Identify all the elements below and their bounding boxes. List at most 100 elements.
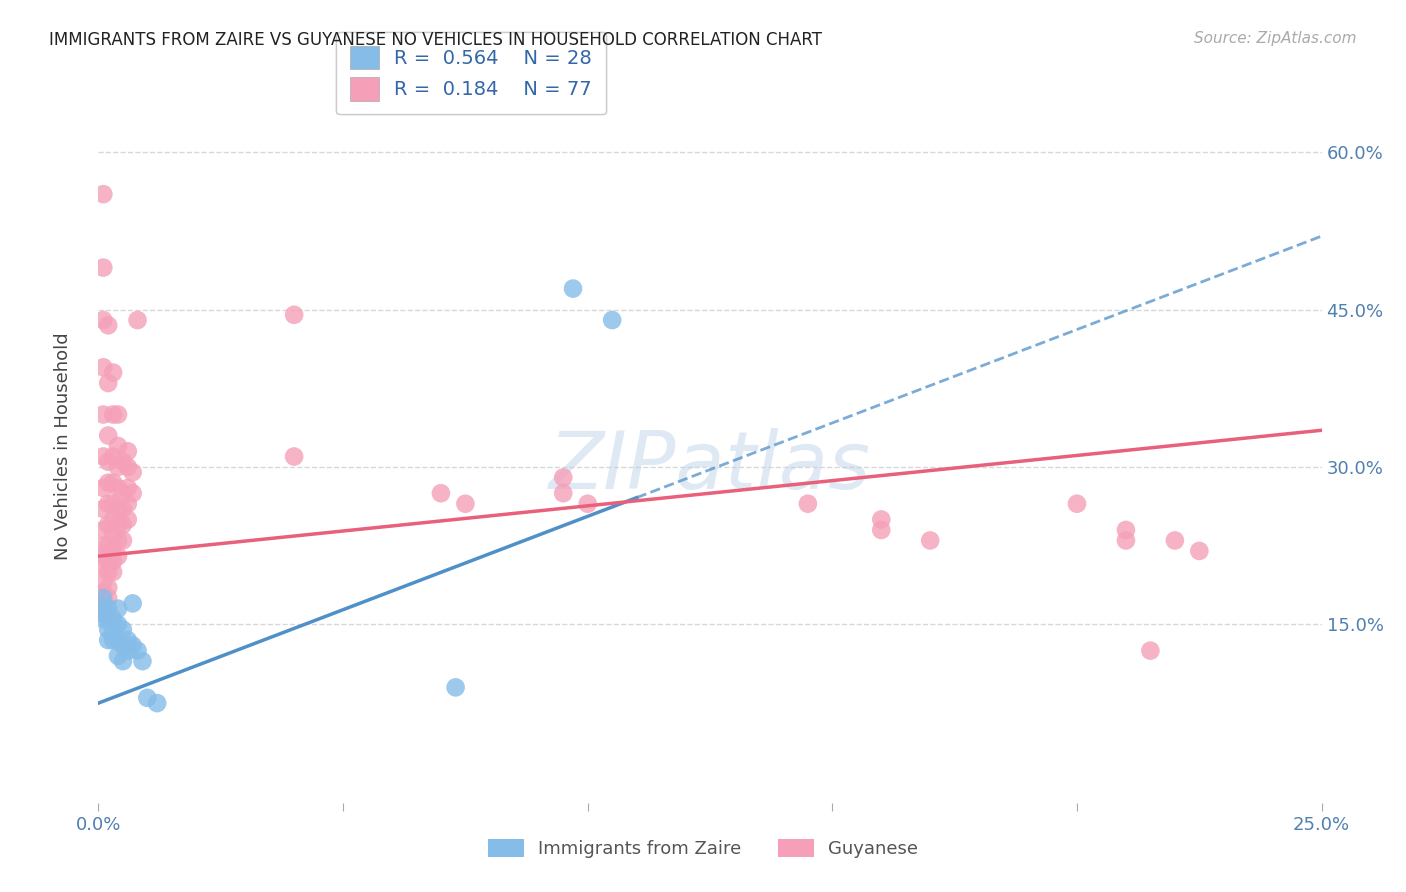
Point (101, 366, 124, 380)
Point (870, 523, 893, 537)
Point (430, 486, 453, 500)
Point (121, 486, 143, 500)
Point (870, 512, 893, 526)
Point (1066, 497, 1088, 511)
Point (101, 554, 124, 568)
Point (797, 497, 820, 511)
Point (111, 517, 134, 532)
Point (1115, 533, 1137, 548)
Point (107, 439, 129, 453)
Point (107, 481, 129, 495)
Point (97, 565, 120, 579)
Point (283, 450, 305, 464)
Point (107, 648, 129, 663)
Point (111, 654, 134, 668)
Point (444, 681, 467, 695)
Point (111, 533, 134, 548)
Point (91, 450, 114, 464)
Point (107, 460, 129, 475)
Point (97, 539, 120, 553)
Point (91, 586, 114, 600)
Point (97, 612, 120, 626)
Point (97, 633, 120, 648)
Point (107, 517, 129, 532)
Point (101, 475, 124, 490)
Point (91, 591, 114, 606)
Point (101, 612, 124, 626)
Point (1188, 544, 1211, 558)
Point (121, 465, 143, 479)
Point (1139, 643, 1161, 657)
Point (97, 376, 120, 390)
Point (97, 554, 120, 568)
Point (97, 475, 120, 490)
Point (97, 318, 120, 333)
Point (91, 549, 114, 564)
Point (91, 408, 114, 422)
Point (97, 601, 120, 615)
Point (1164, 533, 1187, 548)
Point (117, 444, 139, 458)
Point (107, 549, 129, 564)
Point (101, 450, 124, 464)
Point (97, 623, 120, 637)
Point (97, 581, 120, 595)
Point (91, 612, 114, 626)
Point (562, 282, 585, 296)
Point (91, 596, 114, 610)
Point (146, 696, 169, 710)
Text: Source: ZipAtlas.com: Source: ZipAtlas.com (1194, 31, 1357, 46)
Point (97, 455, 120, 469)
Point (121, 639, 143, 653)
Point (117, 481, 139, 495)
Point (553, 486, 575, 500)
Point (1115, 523, 1137, 537)
Point (101, 633, 124, 648)
Point (101, 565, 124, 579)
Point (101, 623, 124, 637)
Point (91, 313, 114, 327)
Legend: Immigrants from Zaire, Guyanese: Immigrants from Zaire, Guyanese (481, 831, 925, 865)
Point (91, 575, 114, 590)
Point (101, 408, 124, 422)
Point (600, 313, 623, 327)
Point (111, 455, 134, 469)
Point (111, 639, 134, 653)
Point (91, 360, 114, 375)
Point (101, 528, 124, 542)
Point (136, 690, 159, 705)
Point (121, 596, 143, 610)
Point (107, 617, 129, 632)
Point (107, 408, 129, 422)
Point (576, 497, 599, 511)
Point (107, 533, 129, 548)
Point (117, 512, 139, 526)
Text: ZIPatlas: ZIPatlas (548, 428, 872, 507)
Legend: R =  0.564    N = 28, R =  0.184    N = 77: R = 0.564 N = 28, R = 0.184 N = 77 (336, 32, 606, 114)
Point (283, 308, 305, 322)
Point (454, 497, 477, 511)
Point (97, 591, 120, 606)
Text: IMMIGRANTS FROM ZAIRE VS GUYANESE NO VEHICLES IN HOUSEHOLD CORRELATION CHART: IMMIGRANTS FROM ZAIRE VS GUYANESE NO VEH… (49, 31, 823, 49)
Point (91, 523, 114, 537)
Point (117, 497, 139, 511)
Point (117, 633, 139, 648)
Point (117, 460, 139, 475)
Point (91, 187, 114, 202)
Y-axis label: No Vehicles in Household: No Vehicles in Household (53, 332, 72, 560)
Point (111, 623, 134, 637)
Point (920, 533, 942, 548)
Point (117, 643, 139, 657)
Point (107, 502, 129, 516)
Point (97, 517, 120, 532)
Point (91, 539, 114, 553)
Point (91, 502, 114, 516)
Point (553, 470, 575, 484)
Point (97, 428, 120, 442)
Point (101, 544, 124, 558)
Point (91, 607, 114, 621)
Point (107, 601, 129, 615)
Point (131, 654, 153, 668)
Point (127, 313, 149, 327)
Point (101, 497, 124, 511)
